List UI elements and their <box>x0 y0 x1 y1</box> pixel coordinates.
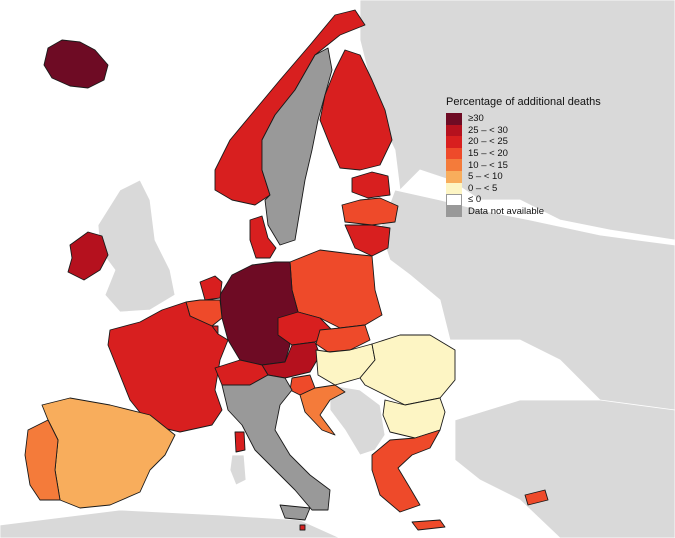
legend-item: ≥30 <box>446 113 646 125</box>
estonia-region <box>351 171 391 199</box>
cyprus-region <box>524 489 549 506</box>
latvia-region <box>341 197 399 226</box>
legend-item: 0 – < 5 <box>446 182 646 195</box>
corsica-region <box>234 431 246 453</box>
portugal-region <box>24 419 61 501</box>
legend-swatch <box>446 159 462 171</box>
malta-region <box>299 524 306 531</box>
legend-swatch <box>446 205 462 218</box>
countries <box>24 9 549 531</box>
legend-title: Percentage of additional deaths <box>446 96 601 108</box>
legend-label: 25 – < 30 <box>468 124 508 136</box>
uk-land <box>97 179 176 313</box>
sicily-region <box>279 504 311 521</box>
legend-item: Data not available <box>446 205 646 218</box>
legend-label: 15 – < 20 <box>468 148 508 160</box>
legend-label: ≥30 <box>468 113 484 125</box>
denmark-region <box>249 215 277 259</box>
north-africa-land <box>0 509 341 538</box>
legend-swatch <box>446 113 462 125</box>
legend-item: 5 – < 10 <box>446 170 646 183</box>
legend-label: Data not available <box>468 206 545 218</box>
legend-item: 10 – < 15 <box>446 159 646 171</box>
croatia-region <box>299 384 346 436</box>
legend-item: 20 – < 25 <box>446 136 646 148</box>
legend-swatch <box>446 194 462 206</box>
legend-swatch <box>446 170 462 183</box>
legend-label: 5 – < 10 <box>468 171 503 183</box>
legend-item: 15 – < 20 <box>446 147 646 160</box>
map-legend: Percentage of additional deaths ≥30 25 – … <box>446 96 646 218</box>
legend-label: 20 – < 25 <box>468 136 508 148</box>
legend-label: ≤ 0 <box>468 194 482 206</box>
iceland-region <box>43 39 109 89</box>
lithuania-region <box>344 224 391 257</box>
legend-label: 10 – < 15 <box>468 159 508 171</box>
sardinia-land <box>229 454 247 486</box>
turkey-land <box>454 399 675 538</box>
legend-items: ≥30 25 – < 30 20 – < 25 15 – < 20 10 – < 15 5… <box>446 113 646 218</box>
ireland-region <box>67 231 109 281</box>
legend-swatch <box>446 124 462 137</box>
legend-item: ≤ 0 <box>446 194 646 206</box>
finland-region <box>319 49 393 171</box>
legend-swatch <box>446 147 462 160</box>
greece-region <box>371 429 441 513</box>
netherlands-region <box>199 275 223 301</box>
slovakia-region <box>315 324 371 353</box>
balkans-land <box>329 384 386 456</box>
eastern-land <box>379 189 675 421</box>
legend-label: 0 – < 5 <box>468 182 498 194</box>
legend-swatch <box>446 136 462 148</box>
sweden-region <box>261 47 333 246</box>
italy-region <box>221 374 331 511</box>
legend-item: 25 – < 30 <box>446 124 646 137</box>
legend-swatch <box>446 182 462 195</box>
crete-region <box>411 519 446 531</box>
